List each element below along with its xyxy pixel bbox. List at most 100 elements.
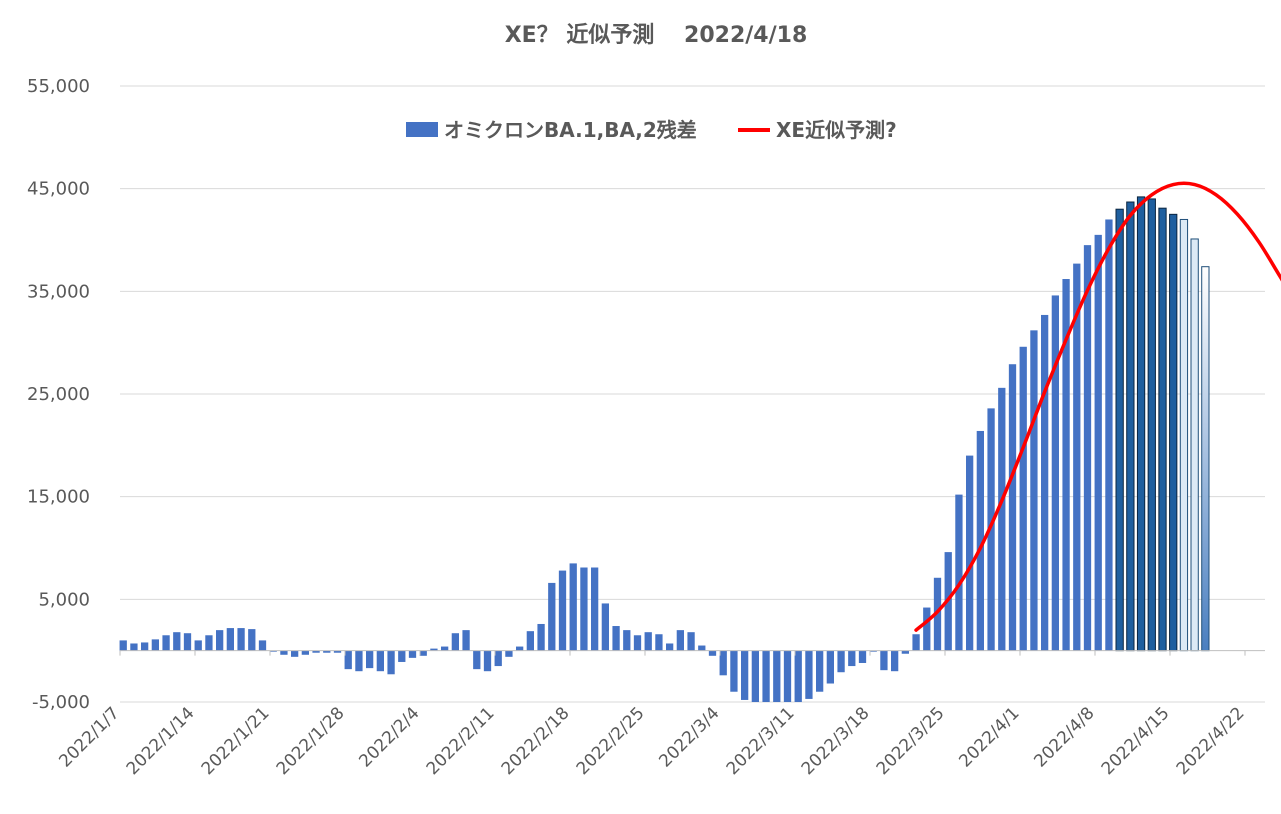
bar xyxy=(323,650,331,653)
bar xyxy=(376,650,384,672)
bar xyxy=(301,650,309,655)
bar xyxy=(1008,364,1017,651)
bar xyxy=(676,630,684,651)
bar xyxy=(923,607,931,651)
bar xyxy=(280,650,288,655)
legend-bar-label: オミクロンBA.1,BA,2残差 xyxy=(444,118,697,142)
bar xyxy=(366,650,374,669)
bar xyxy=(430,648,438,651)
bar xyxy=(719,650,727,676)
bar xyxy=(1158,207,1167,652)
bar xyxy=(548,582,556,651)
bar xyxy=(783,650,792,702)
bar xyxy=(644,632,652,651)
bar xyxy=(162,635,170,651)
bar xyxy=(976,430,984,651)
bar xyxy=(1147,198,1156,652)
bar xyxy=(633,635,642,651)
bar xyxy=(183,633,192,651)
bar xyxy=(869,650,877,652)
bar xyxy=(130,643,138,651)
bar xyxy=(398,650,406,662)
x-tick-label: 2022/2/4 xyxy=(355,703,423,771)
gridlines xyxy=(120,85,1265,703)
bar xyxy=(837,650,845,673)
bar xyxy=(558,570,567,651)
bar xyxy=(1201,266,1210,652)
x-tick-label: 2022/2/25 xyxy=(573,703,649,779)
x-tick-label: 2022/3/4 xyxy=(655,703,723,771)
y-tick-label: -5,000 xyxy=(32,692,90,713)
x-tick-label: 2022/4/22 xyxy=(1173,703,1249,779)
bar xyxy=(537,623,545,651)
bar xyxy=(891,650,899,672)
bar xyxy=(441,646,449,651)
bar xyxy=(826,650,834,684)
bar xyxy=(966,455,974,651)
x-tick-label: 2022/4/1 xyxy=(955,703,1023,771)
bar xyxy=(1094,234,1102,651)
bar xyxy=(848,650,856,667)
bar xyxy=(355,650,363,672)
bar xyxy=(612,626,620,651)
bar xyxy=(901,650,909,654)
bar xyxy=(494,650,502,667)
bar xyxy=(666,643,674,651)
bar xyxy=(248,629,256,651)
y-tick-label: 15,000 xyxy=(27,487,90,508)
legend-line-label: XE近似予測? xyxy=(776,118,897,142)
bar xyxy=(569,563,577,651)
legend-bar-swatch xyxy=(406,122,438,137)
bar xyxy=(773,650,781,702)
line-series xyxy=(914,181,1281,632)
bar xyxy=(291,650,299,657)
bar xyxy=(258,640,267,651)
x-tick-label: 2022/1/14 xyxy=(123,703,199,779)
bar xyxy=(933,577,942,651)
bar xyxy=(912,634,920,651)
x-axis-ticks: 2022/1/7 2022/1/14 2022/1/21 2022/1/28 2022/… xyxy=(55,650,1249,779)
bar xyxy=(1179,218,1189,652)
chart-title: XE？ 近似予測 2022/4/18 xyxy=(505,22,808,48)
x-tick-label: 2022/1/7 xyxy=(55,703,123,771)
bar xyxy=(451,633,459,651)
bar xyxy=(1030,330,1038,651)
y-tick-label: 5,000 xyxy=(38,589,90,610)
bar xyxy=(408,650,417,658)
bar xyxy=(708,650,717,656)
bar xyxy=(226,628,234,651)
x-tick-label: 2022/3/18 xyxy=(798,703,874,779)
x-tick-label: 2022/4/8 xyxy=(1030,703,1098,771)
bar xyxy=(1126,201,1135,652)
bar xyxy=(794,650,802,702)
bar xyxy=(333,650,342,653)
bar xyxy=(955,494,963,651)
bar xyxy=(344,650,352,670)
bar xyxy=(1051,295,1059,651)
bar xyxy=(858,650,867,663)
bar xyxy=(623,630,631,651)
bar xyxy=(698,645,706,651)
bar xyxy=(1105,219,1113,651)
bar xyxy=(1062,279,1070,651)
y-tick-label: 35,000 xyxy=(27,281,90,302)
bar xyxy=(816,650,824,692)
x-tick-label: 2022/1/28 xyxy=(273,703,349,779)
bar-series xyxy=(119,196,1210,702)
bar xyxy=(216,630,224,651)
bar xyxy=(741,650,749,700)
bar xyxy=(419,650,427,656)
bar xyxy=(1136,196,1146,652)
bar xyxy=(1190,238,1199,652)
bar xyxy=(237,628,245,651)
bar xyxy=(483,650,492,672)
bar xyxy=(462,630,470,651)
bar xyxy=(141,642,149,651)
bar xyxy=(1019,346,1027,651)
bar xyxy=(687,632,695,651)
bar xyxy=(173,632,181,651)
bar xyxy=(580,567,588,651)
bar xyxy=(516,646,524,651)
bar xyxy=(505,650,513,657)
